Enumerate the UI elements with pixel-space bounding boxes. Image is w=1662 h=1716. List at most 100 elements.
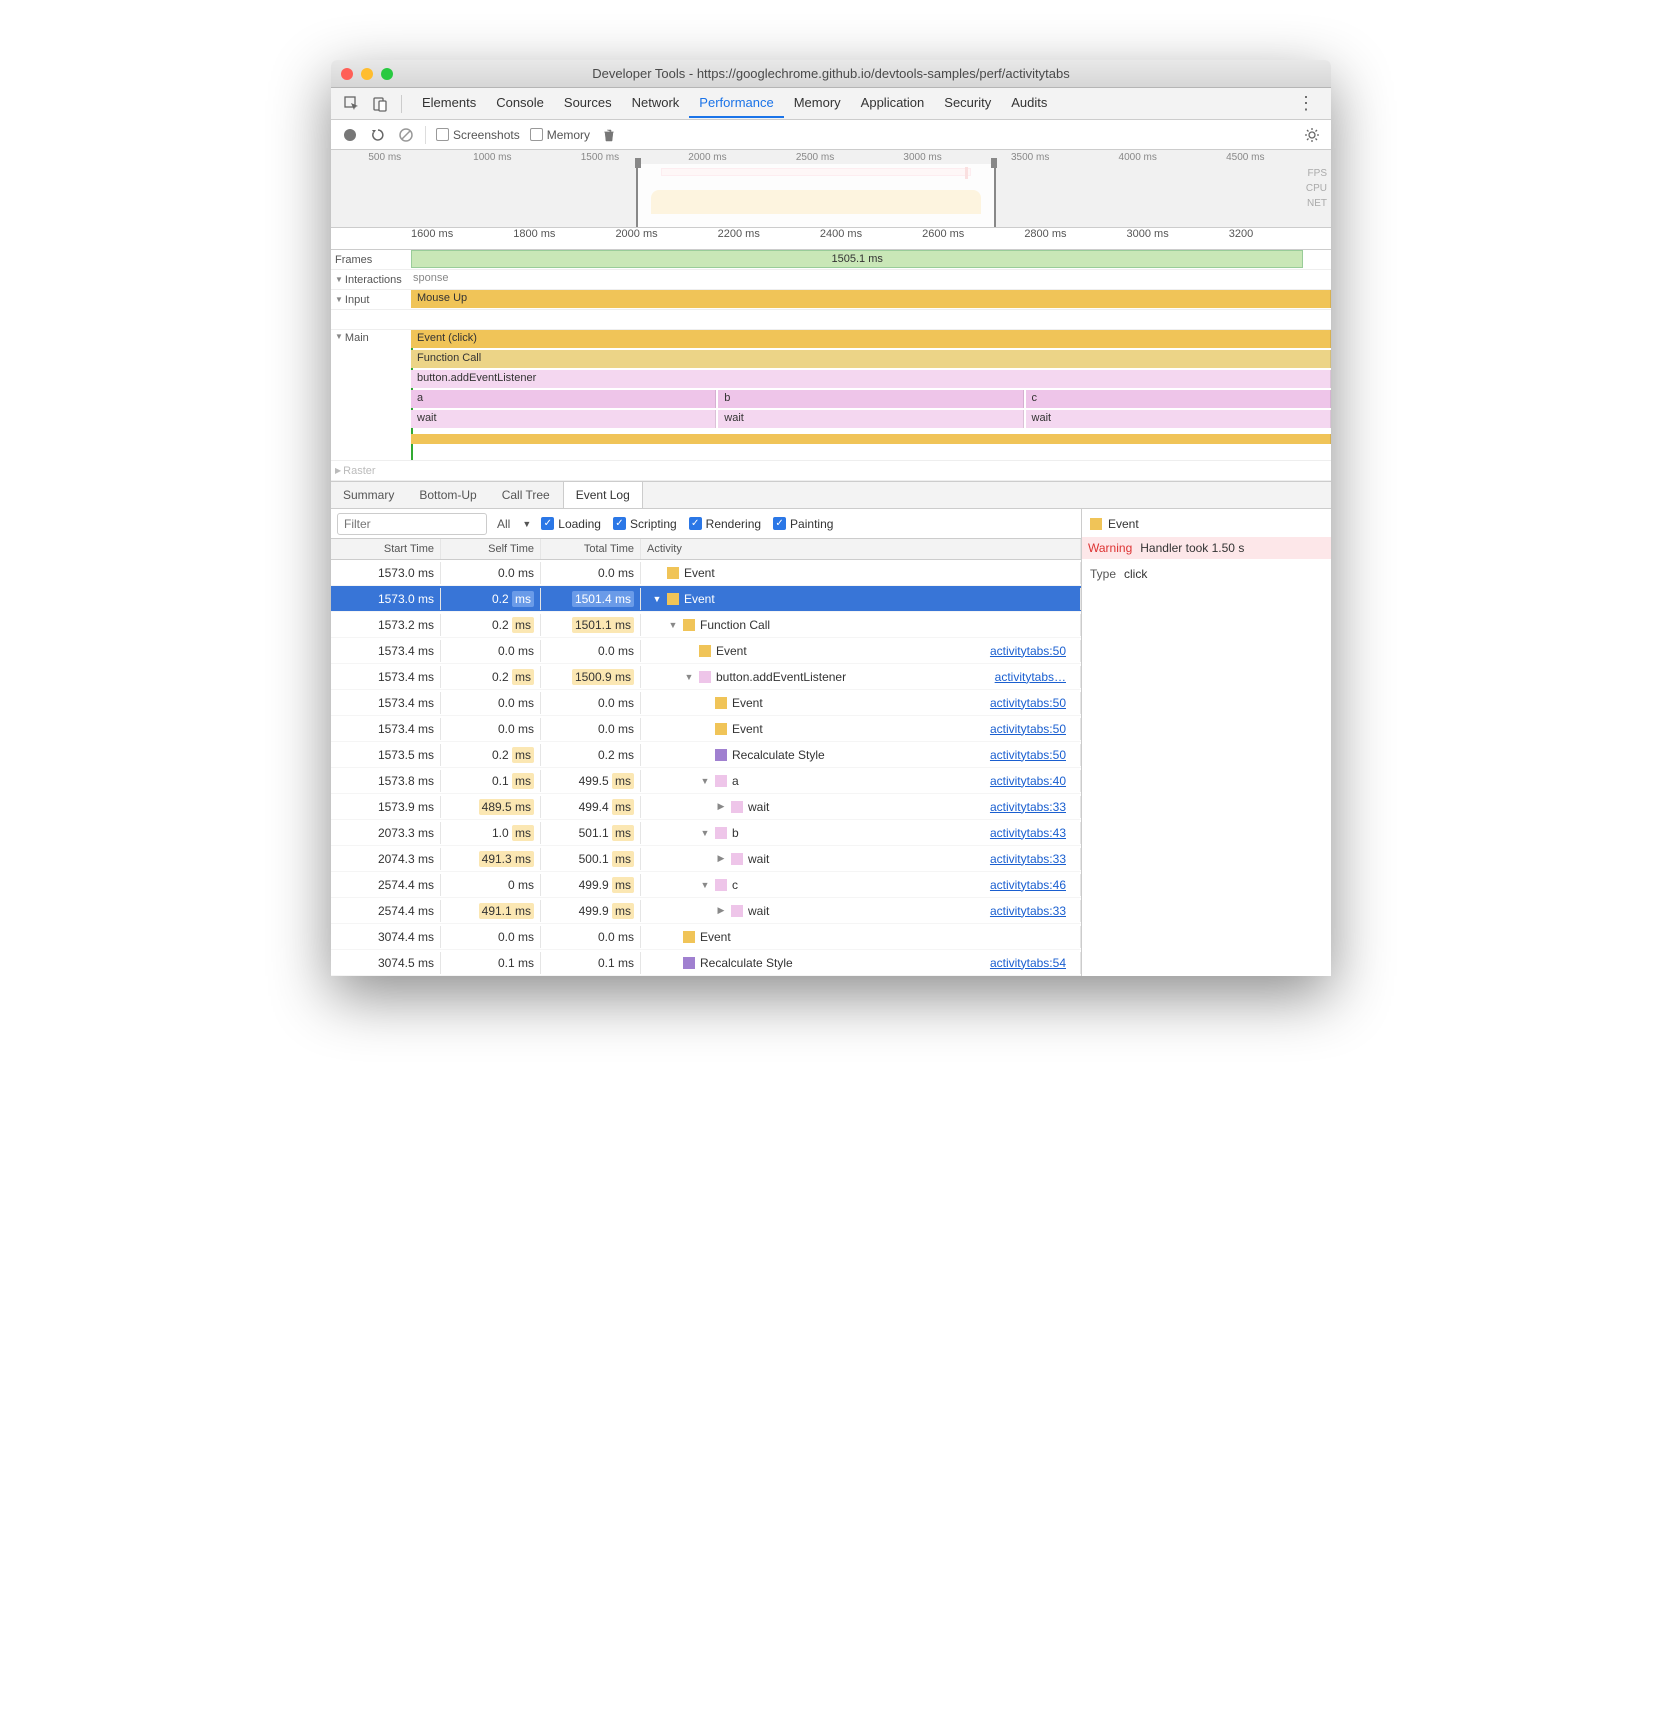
source-link[interactable]: activitytabs:33 [990,904,1074,918]
trash-icon[interactable] [600,126,618,144]
source-link[interactable]: activitytabs:50 [990,644,1074,658]
mouseup-bar[interactable]: Mouse Up [411,290,1331,308]
activity-swatch-icon [699,671,711,683]
activity-swatch-icon [731,853,743,865]
col-activity-header[interactable]: Activity [641,539,1081,559]
tab-sources[interactable]: Sources [554,89,622,118]
overview-ticks: 500 ms1000 ms1500 ms2000 ms2500 ms3000 m… [331,152,1299,163]
reload-icon[interactable] [369,126,387,144]
bottom-tab-call-tree[interactable]: Call Tree [490,482,563,508]
details-pane: Event Warning Handler took 1.50 s Type c… [1081,509,1331,976]
log-row[interactable]: 1573.9 ms489.5 ms499.4 ms▶waitactivityta… [331,794,1081,820]
log-row[interactable]: 2574.4 ms0 ms499.9 ms▼cactivitytabs:46 [331,872,1081,898]
log-row[interactable]: 2073.3 ms1.0 ms501.1 ms▼bactivitytabs:43 [331,820,1081,846]
source-link[interactable]: activitytabs:54 [990,956,1074,970]
tab-network[interactable]: Network [622,89,690,118]
source-link[interactable]: activitytabs:50 [990,696,1074,710]
gear-icon[interactable] [1303,126,1321,144]
inspect-icon[interactable] [341,93,363,115]
activity-swatch-icon [715,775,727,787]
log-row[interactable]: 2574.4 ms491.1 ms499.9 ms▶waitactivityta… [331,898,1081,924]
source-link[interactable]: activitytabs:50 [990,722,1074,736]
source-link[interactable]: activitytabs:33 [990,852,1074,866]
frames-bar[interactable]: 1505.1 ms [411,250,1303,268]
bottom-tab-bottom-up[interactable]: Bottom-Up [407,482,489,508]
activity-swatch-icon [731,801,743,813]
filter-check-rendering[interactable]: ✓Rendering [689,517,761,531]
memory-checkbox[interactable]: Memory [530,128,590,142]
close-icon[interactable] [341,68,353,80]
filter-check-loading[interactable]: ✓Loading [541,517,601,531]
log-row[interactable]: 1573.2 ms0.2 ms1501.1 ms▼Function Call [331,612,1081,638]
flame-bar[interactable]: a [411,390,716,408]
main-flame-chart[interactable]: Event (click) Function Call button.addEven… [411,330,1331,460]
flame-bar[interactable]: wait [411,410,716,428]
clear-icon[interactable] [397,126,415,144]
activity-swatch-icon [667,593,679,605]
log-header: Start Time Self Time Total Time Activity [331,539,1081,560]
event-log-table: Start Time Self Time Total Time Activity… [331,539,1081,976]
tab-application[interactable]: Application [851,89,935,118]
filter-row: All▼ ✓Loading ✓Scripting ✓Rendering ✓Painti… [331,509,1081,539]
selection-handle-right[interactable] [991,158,997,168]
filter-input[interactable] [337,513,487,535]
overview-selection[interactable] [636,164,996,227]
log-row[interactable]: 1573.4 ms0.0 ms0.0 msEventactivitytabs:5… [331,638,1081,664]
selection-handle-left[interactable] [635,158,641,168]
flame-bar[interactable]: c [1026,390,1331,408]
record-icon[interactable] [341,126,359,144]
col-self-header[interactable]: Self Time [441,539,541,559]
timeline-overview[interactable]: 500 ms1000 ms1500 ms2000 ms2500 ms3000 m… [331,150,1331,228]
zoom-icon[interactable] [381,68,393,80]
device-toggle-icon[interactable] [369,93,391,115]
source-link[interactable]: activitytabs:40 [990,774,1074,788]
flame-bar[interactable]: Event (click) [411,330,1331,348]
log-row[interactable]: 1573.4 ms0.2 ms1500.9 ms▼button.addEvent… [331,664,1081,690]
tab-security[interactable]: Security [934,89,1001,118]
log-row[interactable]: 3074.4 ms0.0 ms0.0 msEvent [331,924,1081,950]
overview-lane-labels: FPSCPUNET [1306,168,1327,209]
log-row[interactable]: 1573.4 ms0.0 ms0.0 msEventactivitytabs:5… [331,716,1081,742]
event-swatch-icon [1090,518,1102,530]
tab-performance[interactable]: Performance [689,89,783,118]
activity-swatch-icon [731,905,743,917]
source-link[interactable]: activitytabs:50 [990,748,1074,762]
source-link[interactable]: activitytabs:43 [990,826,1074,840]
scope-dropdown[interactable]: All▼ [497,517,531,531]
filter-check-scripting[interactable]: ✓Scripting [613,517,677,531]
screenshots-checkbox[interactable]: Screenshots [436,128,520,142]
log-row[interactable]: 1573.5 ms0.2 ms0.2 msRecalculate Styleac… [331,742,1081,768]
log-row[interactable]: 3074.5 ms0.1 ms0.1 msRecalculate Styleac… [331,950,1081,976]
bottom-tab-summary[interactable]: Summary [331,482,407,508]
raster-label: Raster [343,465,375,477]
log-row[interactable]: 2074.3 ms491.3 ms500.1 ms▶waitactivityta… [331,846,1081,872]
log-row[interactable]: 1573.0 ms0.0 ms0.0 msEvent [331,560,1081,586]
log-row[interactable]: 1573.8 ms0.1 ms499.5 ms▼aactivitytabs:40 [331,768,1081,794]
minimize-icon[interactable] [361,68,373,80]
input-track: ▼Input Mouse Up [331,290,1331,310]
tab-memory[interactable]: Memory [784,89,851,118]
tab-audits[interactable]: Audits [1001,89,1057,118]
col-total-header[interactable]: Total Time [541,539,641,559]
log-row[interactable]: 1573.0 ms0.2 ms1501.4 ms▼Event [331,586,1081,612]
source-link[interactable]: activitytabs:33 [990,800,1074,814]
type-label: Type [1090,567,1116,581]
kebab-menu-icon[interactable]: ⋮ [1291,93,1321,114]
source-link[interactable]: activitytabs:46 [990,878,1074,892]
performance-toolbar: Screenshots Memory [331,120,1331,150]
filter-check-painting[interactable]: ✓Painting [773,517,833,531]
details-header: Event [1108,517,1139,531]
tab-console[interactable]: Console [486,89,554,118]
flame-bar[interactable]: wait [718,410,1023,428]
source-link[interactable]: activitytabs… [995,670,1074,684]
bottom-tab-event-log[interactable]: Event Log [563,482,643,508]
flame-bar[interactable]: button.addEventListener [411,370,1331,388]
tab-elements[interactable]: Elements [412,89,486,118]
input-label: Input [345,294,369,306]
bottom-tabstrip: SummaryBottom-UpCall TreeEvent Log [331,481,1331,509]
flame-bar[interactable]: b [718,390,1023,408]
log-row[interactable]: 1573.4 ms0.0 ms0.0 msEventactivitytabs:5… [331,690,1081,716]
flame-bar[interactable]: Function Call [411,350,1331,368]
col-start-header[interactable]: Start Time [331,539,441,559]
flame-bar[interactable]: wait [1026,410,1331,428]
